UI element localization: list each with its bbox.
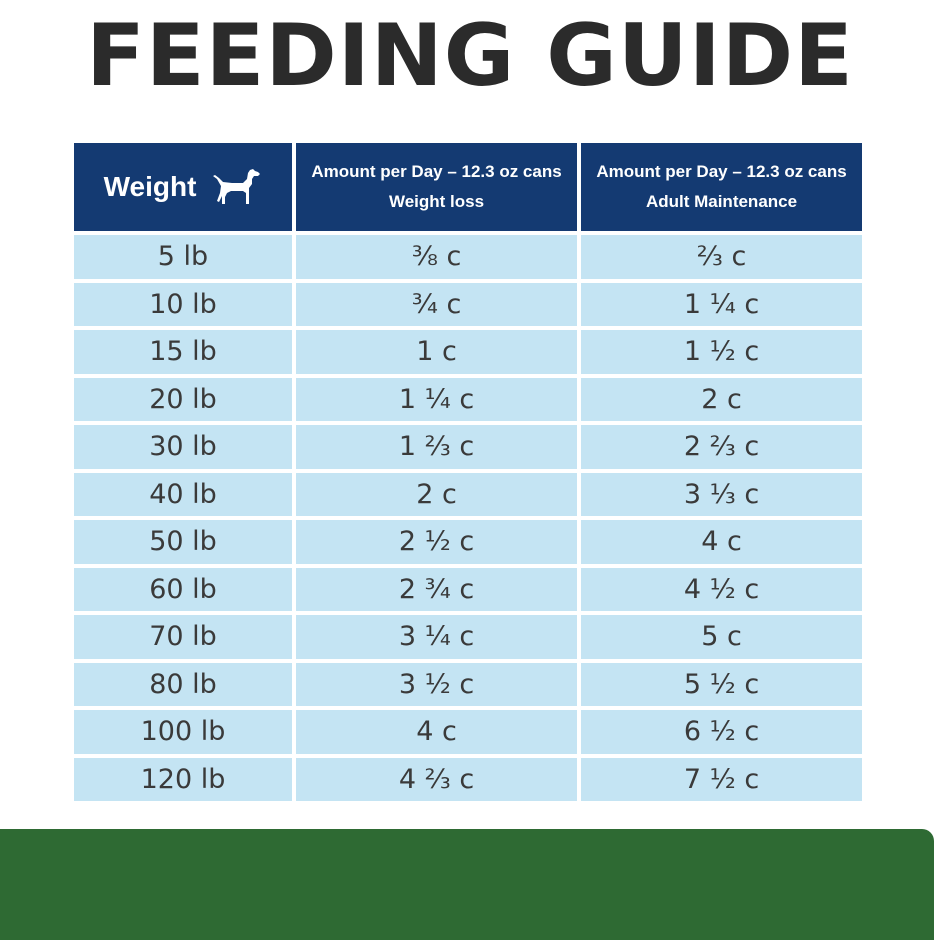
weight-cell: 40 lb [74, 472, 292, 516]
maintenance-cell: 5 ½ c [581, 662, 862, 706]
green-footer-band [0, 829, 934, 940]
maintenance-cell: 2 ⅔ c [581, 425, 862, 469]
weight-cell: 60 lb [74, 567, 292, 611]
maintenance-cell: 1 ¼ c [581, 282, 862, 326]
maintenance-cell: 4 ½ c [581, 567, 862, 611]
table-row: 100 lb 4 c 6 ½ c [74, 710, 862, 754]
weight-cell: 30 lb [74, 425, 292, 469]
weight-loss-header-line2: Weight loss [388, 192, 485, 211]
maintenance-cell: ⅔ c [581, 235, 862, 279]
table-row: 120 lb 4 ⅔ c 7 ½ c [74, 757, 862, 801]
weight-loss-cell: 3 ½ c [296, 662, 577, 706]
table-row: 15 lb 1 c 1 ½ c [74, 330, 862, 374]
weight-loss-cell: 2 ½ c [296, 520, 577, 564]
weight-loss-cell: 3 ¼ c [296, 615, 577, 659]
weight-loss-cell: 4 ⅔ c [296, 757, 577, 801]
weight-loss-cell: 2 c [296, 472, 577, 516]
weight-loss-cell: 4 c [296, 710, 577, 754]
weight-header-label: Weight [103, 171, 197, 202]
weight-cell: 15 lb [74, 330, 292, 374]
weight-loss-cell: 1 ¼ c [296, 377, 577, 421]
weight-cell: 20 lb [74, 377, 292, 421]
maintenance-cell: 5 c [581, 615, 862, 659]
weight-cell: 5 lb [74, 235, 292, 279]
table-row: 20 lb 1 ¼ c 2 c [74, 377, 862, 421]
maintenance-cell: 3 ⅓ c [581, 472, 862, 516]
maintenance-cell: 1 ½ c [581, 330, 862, 374]
table-row: 50 lb 2 ½ c 4 c [74, 520, 862, 564]
weight-cell: 10 lb [74, 282, 292, 326]
maintenance-column-header: Amount per Day – 12.3 oz cans Adult Main… [581, 143, 862, 231]
table-row: 10 lb ¾ c 1 ¼ c [74, 282, 862, 326]
weight-cell: 100 lb [74, 710, 292, 754]
table-row: 30 lb 1 ⅔ c 2 ⅔ c [74, 425, 862, 469]
page-title: FEEDING GUIDE [86, 6, 854, 106]
table-row: 70 lb 3 ¼ c 5 c [74, 615, 862, 659]
weight-loss-header-line1: Amount per Day – 12.3 oz cans [311, 162, 562, 181]
table-row: 40 lb 2 c 3 ⅓ c [74, 472, 862, 516]
maintenance-cell: 6 ½ c [581, 710, 862, 754]
weight-loss-cell: 1 c [296, 330, 577, 374]
table-row: 60 lb 2 ¾ c 4 ½ c [74, 567, 862, 611]
feeding-table: Weight Amount per Day – 12.3 oz cans Wei… [70, 139, 866, 805]
weight-cell: 80 lb [74, 662, 292, 706]
dog-icon [213, 169, 261, 204]
weight-column-header: Weight [74, 143, 292, 231]
weight-cell: 70 lb [74, 615, 292, 659]
weight-loss-column-header: Amount per Day – 12.3 oz cans Weight los… [296, 143, 577, 231]
maintenance-cell: 4 c [581, 520, 862, 564]
weight-cell: 120 lb [74, 757, 292, 801]
table-row: 5 lb ⅜ c ⅔ c [74, 235, 862, 279]
table-row: 80 lb 3 ½ c 5 ½ c [74, 662, 862, 706]
weight-loss-cell: ⅜ c [296, 235, 577, 279]
table-header-row: Weight Amount per Day – 12.3 oz cans Wei… [74, 143, 862, 231]
maintenance-header-line2: Adult Maintenance [645, 192, 798, 211]
maintenance-header-line1: Amount per Day – 12.3 oz cans [596, 162, 847, 181]
weight-loss-cell: ¾ c [296, 282, 577, 326]
weight-loss-cell: 2 ¾ c [296, 567, 577, 611]
weight-cell: 50 lb [74, 520, 292, 564]
maintenance-cell: 7 ½ c [581, 757, 862, 801]
maintenance-cell: 2 c [581, 377, 862, 421]
weight-loss-cell: 1 ⅔ c [296, 425, 577, 469]
